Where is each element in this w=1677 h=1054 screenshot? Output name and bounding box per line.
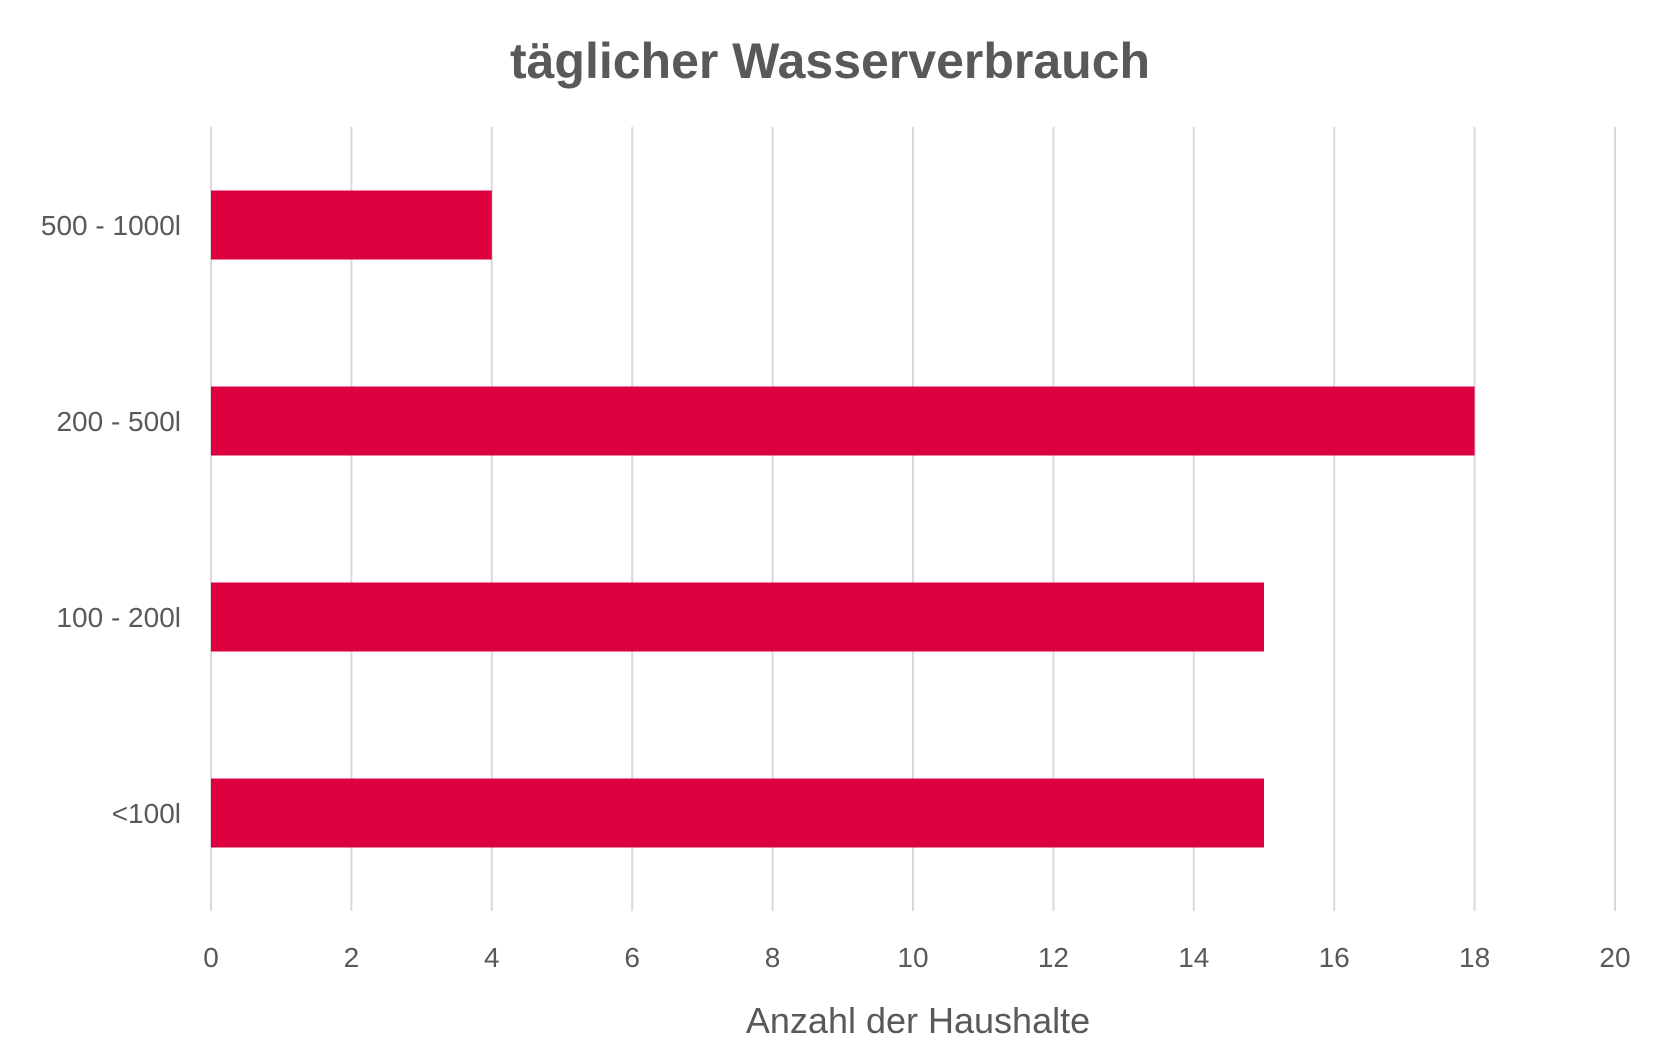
x-tick-label: 8 <box>765 942 781 973</box>
bar <box>211 778 1264 848</box>
chart-title: täglicher Wasserverbrauch <box>510 33 1150 89</box>
category-label: 100 - 200l <box>56 602 181 633</box>
x-tick-label: 10 <box>897 942 928 973</box>
x-tick-label: 4 <box>484 942 500 973</box>
bars <box>211 190 1475 848</box>
category-label: 500 - 1000l <box>41 210 181 241</box>
bar <box>211 386 1475 456</box>
x-tick-label: 16 <box>1319 942 1350 973</box>
x-tick-label: 6 <box>624 942 640 973</box>
x-tick-label: 12 <box>1038 942 1069 973</box>
x-tick-label: 20 <box>1599 942 1630 973</box>
category-label: <100l <box>112 798 181 829</box>
category-labels: <100l 100 - 200l 200 - 500l 500 - 1000l <box>41 210 181 829</box>
x-axis-label: Anzahl der Haushalte <box>746 1000 1090 1041</box>
x-tick-label: 18 <box>1459 942 1490 973</box>
bar <box>211 190 492 260</box>
category-label: 200 - 500l <box>56 406 181 437</box>
x-tick-label: 14 <box>1178 942 1209 973</box>
x-tick-labels: 0 2 4 6 8 10 12 14 16 18 20 <box>203 942 1630 973</box>
x-tick-label: 0 <box>203 942 219 973</box>
bar <box>211 582 1264 652</box>
x-tick-label: 2 <box>344 942 360 973</box>
